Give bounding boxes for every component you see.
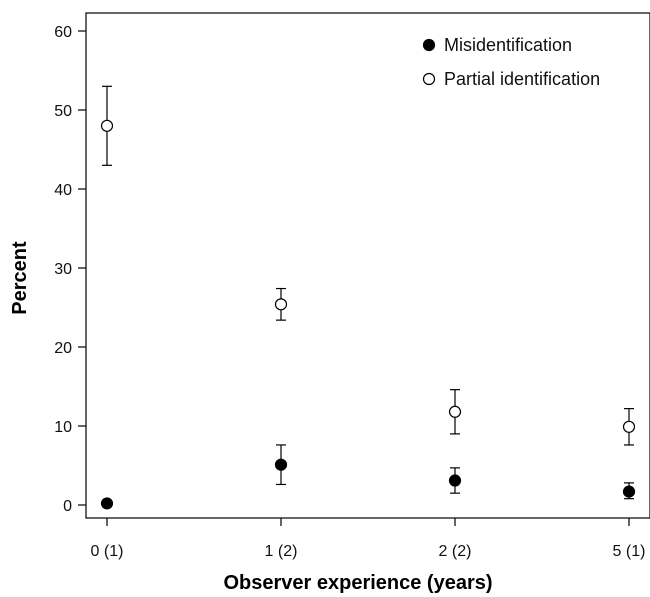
x-tick-label-1: 1 (2) bbox=[265, 543, 298, 560]
legend-marker-misidentification bbox=[422, 38, 436, 52]
point-misidentification-3 bbox=[622, 485, 636, 498]
y-axis-title: Percent bbox=[9, 241, 31, 315]
y-tick-label-20: 20 bbox=[54, 340, 72, 357]
legend-marker-partial-identification bbox=[422, 72, 436, 86]
y-tick-label-30: 30 bbox=[54, 261, 72, 278]
plot-frame bbox=[85, 12, 650, 519]
x-tick-label-3: 5 (1) bbox=[613, 543, 646, 560]
y-tick-label-50: 50 bbox=[54, 103, 72, 120]
x-axis-title: Observer experience (years) bbox=[223, 572, 492, 594]
y-tick-label-0: 0 bbox=[63, 498, 72, 515]
point-misidentification-2 bbox=[448, 474, 462, 487]
y-tick-label-40: 40 bbox=[54, 182, 72, 199]
legend-label-misidentification: Misidentification bbox=[444, 35, 572, 55]
x-tick-label-0: 0 (1) bbox=[91, 543, 124, 560]
data-marks bbox=[100, 85, 636, 510]
point-partial-identification-0 bbox=[100, 119, 114, 132]
y-tick-label-10: 10 bbox=[54, 419, 72, 436]
x-tick-label-2: 2 (2) bbox=[439, 543, 472, 560]
y-axis: 0 10 20 30 40 50 60 bbox=[54, 24, 86, 515]
point-misidentification-0 bbox=[100, 497, 114, 510]
x-axis: 0 (1) 1 (2) 2 (2) 5 (1) bbox=[91, 518, 646, 560]
point-partial-identification-1 bbox=[274, 298, 288, 311]
point-partial-identification-2 bbox=[448, 405, 462, 418]
legend-label-partial-identification: Partial identification bbox=[444, 69, 600, 89]
point-partial-identification-3 bbox=[622, 420, 636, 433]
point-misidentification-1 bbox=[274, 458, 288, 471]
legend: Misidentification Partial identification bbox=[422, 35, 600, 89]
y-tick-label-60: 60 bbox=[54, 24, 72, 41]
